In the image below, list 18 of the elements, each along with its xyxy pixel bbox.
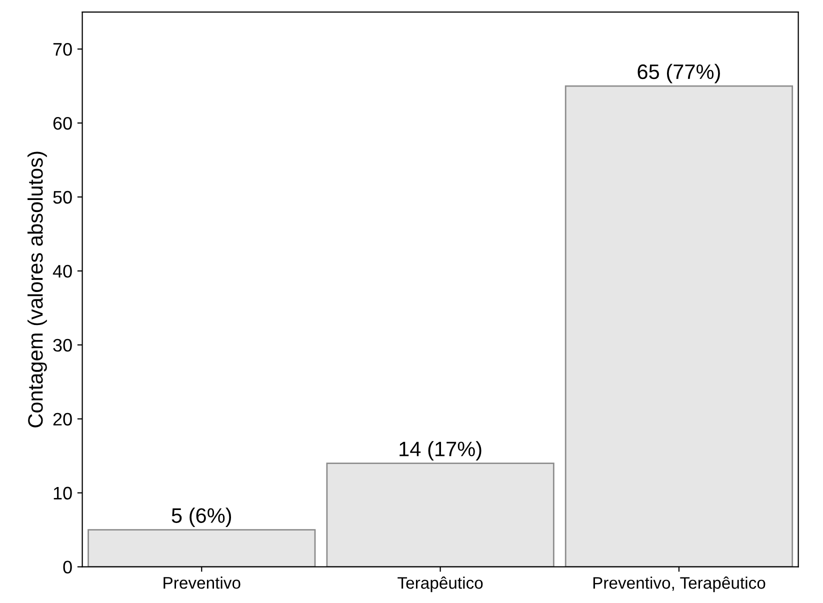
y-tick-label: 30 bbox=[53, 338, 72, 352]
y-tick-label: 20 bbox=[53, 412, 72, 426]
y-tick-label: 10 bbox=[54, 486, 72, 500]
y-tick-label: 50 bbox=[53, 190, 72, 204]
y-axis-title: Contagem (valores absolutos) bbox=[28, 152, 47, 428]
bar bbox=[326, 462, 554, 567]
x-tick-label: Terapêutico bbox=[398, 576, 483, 592]
x-tick-label: Preventivo bbox=[164, 576, 240, 589]
y-tick-label: 70 bbox=[53, 42, 72, 56]
y-tick-label: 0 bbox=[63, 560, 72, 574]
x-tick-label: Preventivo, Terapêutico bbox=[593, 576, 766, 592]
data-label: 65 (77%) bbox=[638, 64, 720, 84]
data-label: 14 (17%) bbox=[400, 441, 482, 460]
y-tick-label: 40 bbox=[52, 264, 72, 278]
bar bbox=[88, 529, 316, 567]
data-label: 5 (6%) bbox=[172, 508, 232, 528]
y-tick-label: 60 bbox=[53, 116, 72, 130]
bar bbox=[564, 85, 794, 567]
